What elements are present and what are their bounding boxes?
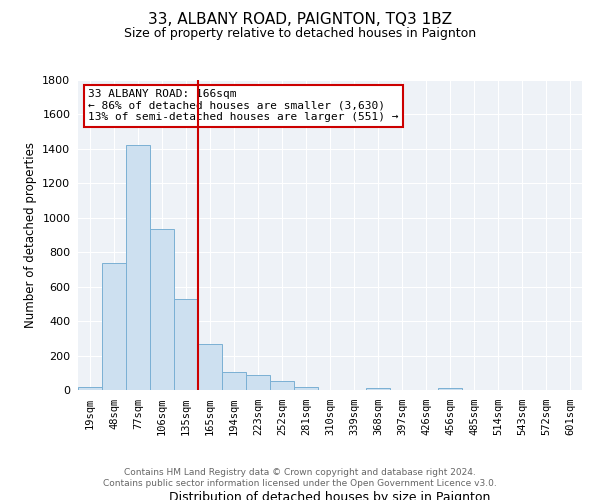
Text: Contains HM Land Registry data © Crown copyright and database right 2024.
Contai: Contains HM Land Registry data © Crown c… bbox=[103, 468, 497, 487]
Bar bbox=[366, 388, 390, 390]
Bar bbox=[270, 382, 294, 390]
Bar bbox=[102, 264, 126, 390]
Bar bbox=[78, 386, 102, 390]
X-axis label: Distribution of detached houses by size in Paignton: Distribution of detached houses by size … bbox=[169, 490, 491, 500]
Y-axis label: Number of detached properties: Number of detached properties bbox=[23, 142, 37, 328]
Bar bbox=[294, 386, 318, 390]
Bar bbox=[150, 229, 174, 390]
Text: 33, ALBANY ROAD, PAIGNTON, TQ3 1BZ: 33, ALBANY ROAD, PAIGNTON, TQ3 1BZ bbox=[148, 12, 452, 28]
Text: Size of property relative to detached houses in Paignton: Size of property relative to detached ho… bbox=[124, 28, 476, 40]
Bar bbox=[222, 372, 246, 390]
Bar bbox=[198, 344, 222, 390]
Bar bbox=[126, 146, 150, 390]
Bar bbox=[246, 374, 270, 390]
Bar bbox=[174, 298, 198, 390]
Text: 33 ALBANY ROAD: 166sqm
← 86% of detached houses are smaller (3,630)
13% of semi-: 33 ALBANY ROAD: 166sqm ← 86% of detached… bbox=[88, 90, 398, 122]
Bar bbox=[438, 388, 462, 390]
